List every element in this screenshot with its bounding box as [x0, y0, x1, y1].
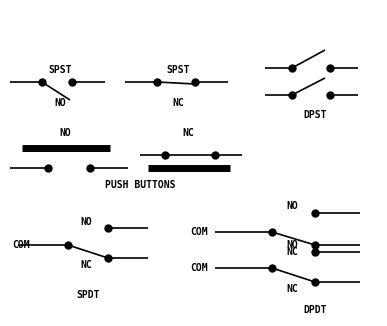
Text: SPST: SPST	[48, 65, 72, 75]
Text: NO: NO	[286, 201, 298, 211]
Text: NO: NO	[80, 217, 92, 227]
Text: COM: COM	[190, 227, 208, 237]
Text: NO: NO	[286, 240, 298, 250]
Text: NC: NC	[80, 260, 92, 270]
Text: DPST: DPST	[303, 110, 327, 120]
Text: NC: NC	[286, 247, 298, 257]
Text: NO: NO	[54, 98, 66, 108]
Text: NC: NC	[286, 284, 298, 294]
Text: NO: NO	[59, 128, 71, 138]
Text: COM: COM	[190, 263, 208, 273]
Text: NC: NC	[172, 98, 184, 108]
Text: NC: NC	[182, 128, 194, 138]
Text: COM: COM	[12, 240, 30, 250]
Text: DPDT: DPDT	[303, 305, 327, 315]
Text: PUSH BUTTONS: PUSH BUTTONS	[105, 180, 175, 190]
Text: SPST: SPST	[166, 65, 190, 75]
Text: SPDT: SPDT	[76, 290, 100, 300]
